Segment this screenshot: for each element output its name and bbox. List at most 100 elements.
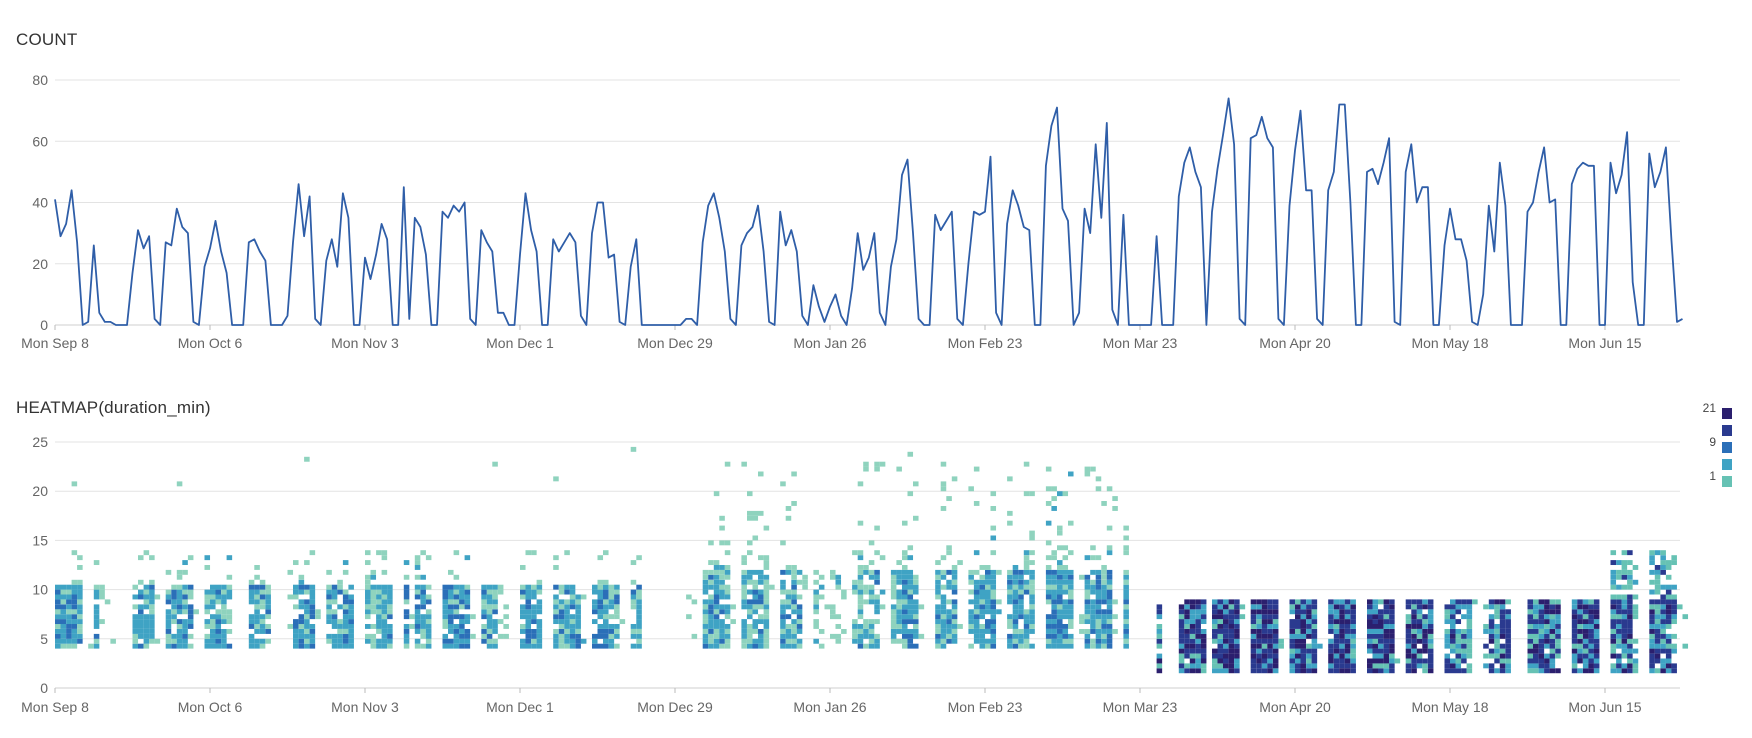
heatmap-cell [55, 609, 61, 615]
heatmap-cell [1544, 638, 1550, 644]
heatmap-cell [1627, 653, 1633, 659]
heatmap-cell [719, 515, 725, 521]
heatmap-cell [403, 633, 410, 639]
heatmap-cell [182, 569, 188, 575]
heatmap-cell [990, 491, 997, 497]
heatmap-cell [1068, 471, 1074, 477]
heatmap-cell [608, 604, 615, 610]
heatmap-cell [802, 574, 808, 580]
heatmap-cell [93, 619, 100, 625]
heatmap-cell [868, 589, 875, 595]
heatmap-cell [1411, 638, 1417, 644]
heatmap-cell [215, 584, 222, 590]
heatmap-cell [459, 624, 465, 629]
heatmap-cell [913, 599, 919, 605]
heatmap-cell [1682, 643, 1689, 649]
heatmap-cell [713, 633, 720, 639]
heatmap-cell [636, 555, 642, 561]
heatmap-cell [940, 486, 947, 492]
heatmap-cell [1538, 633, 1545, 639]
heatmap-cell [1344, 648, 1351, 654]
heatmap-cell [1339, 638, 1345, 644]
heatmap-cell [564, 633, 570, 639]
heatmap-cell [857, 604, 864, 610]
heatmap-cell [758, 619, 764, 625]
heatmap-cell [1450, 624, 1456, 629]
heatmap-cell [763, 589, 770, 595]
heatmap-cell [979, 589, 986, 595]
heatmap-cell [376, 604, 382, 610]
heatmap-cell [1632, 604, 1639, 610]
heatmap-cell [1549, 614, 1556, 620]
heatmap-cell [298, 574, 305, 580]
legend-label: 9 [1709, 435, 1716, 449]
heatmap-cell [1267, 629, 1273, 634]
heatmap-cell [1621, 663, 1628, 669]
heatmap-cell [348, 594, 354, 600]
heatmap-cell [935, 594, 941, 600]
heatmap-cell [342, 604, 349, 610]
heatmap-cell [896, 624, 902, 629]
heatmap-cell [1079, 614, 1085, 620]
heatmap-cell [1616, 569, 1622, 575]
heatmap-cell [149, 609, 155, 615]
heatmap-cell [868, 560, 875, 566]
heatmap-cell [1090, 624, 1096, 629]
heatmap-cell [553, 565, 559, 570]
heatmap-cell [453, 643, 460, 649]
heatmap-cell [597, 609, 604, 615]
heatmap-cell [818, 584, 825, 590]
heatmap-cell [1367, 648, 1373, 654]
heatmap-cell [1023, 560, 1030, 566]
heatmap-cell [968, 609, 974, 615]
heatmap-cell [1544, 643, 1550, 649]
heatmap-cell [1499, 653, 1506, 659]
heatmap-cell [1389, 633, 1395, 639]
heatmap-cell [376, 550, 382, 556]
heatmap-cell [1023, 565, 1030, 570]
heatmap-cell [1538, 629, 1545, 634]
heatmap-cell [138, 614, 144, 620]
heatmap-cell [724, 574, 731, 580]
heatmap-cell [1389, 629, 1395, 634]
heatmap-cell [1499, 648, 1506, 654]
heatmap-cell [1427, 668, 1434, 674]
heatmap-cell [597, 629, 604, 634]
heatmap-cell [708, 579, 714, 585]
heatmap-cell [713, 599, 720, 605]
heatmap-cell [1234, 638, 1240, 644]
heatmap-cell [758, 510, 764, 516]
heatmap-cell [1228, 629, 1235, 634]
heatmap-cell [1627, 609, 1633, 615]
heatmap-cell [149, 633, 155, 639]
heatmap-cell [1616, 560, 1622, 566]
heatmap-cell [1156, 663, 1163, 669]
heatmap-cell [1350, 624, 1356, 629]
heatmap-cell [1499, 633, 1506, 639]
heatmap-cell [1488, 599, 1495, 605]
heatmap-cell [1106, 614, 1113, 620]
heatmap-cell [1333, 624, 1340, 629]
heatmap-cell [470, 633, 476, 639]
heatmap-cell [1654, 579, 1661, 585]
heatmap-cell [1023, 555, 1030, 561]
count-y-tick-label: 20 [32, 256, 48, 272]
heatmap-cell [1344, 609, 1351, 615]
heatmap-cell [758, 614, 764, 620]
heatmap-cell [1112, 629, 1118, 634]
heatmap-cell [1422, 629, 1428, 634]
heatmap-cell [293, 619, 299, 625]
heatmap-cell [951, 614, 958, 620]
heatmap-cell [1627, 643, 1633, 649]
heatmap-cell [558, 584, 565, 590]
heatmap-cell [326, 614, 332, 620]
heatmap-cell [874, 643, 880, 649]
heatmap-cell [481, 638, 487, 644]
heatmap-cell [780, 643, 786, 649]
heatmap-cell [1023, 633, 1030, 639]
heatmap-cell [486, 599, 493, 605]
heatmap-x-tick-label: Mon Sep 8 [21, 699, 89, 715]
heatmap-cell [758, 569, 764, 575]
heatmap-cell [110, 638, 116, 644]
heatmap-cell [88, 643, 94, 649]
